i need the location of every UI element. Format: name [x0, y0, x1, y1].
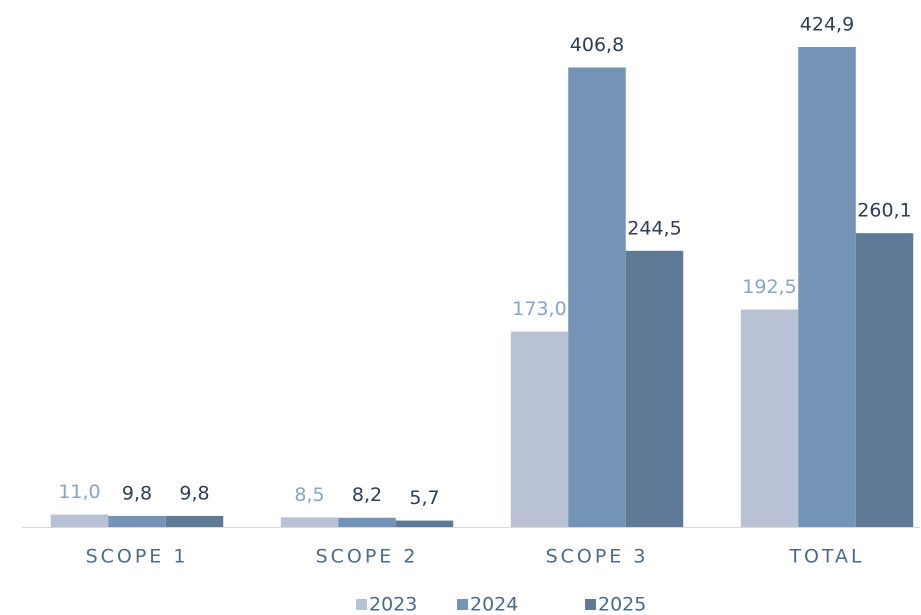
- legend-label: 2023: [369, 594, 417, 615]
- value-label: 8,2: [352, 484, 382, 506]
- value-label: 5,7: [409, 487, 439, 509]
- legend-swatch: [585, 599, 596, 610]
- value-label: 192,5: [742, 276, 796, 298]
- value-label: 9,8: [179, 482, 209, 504]
- x-tick-label: SCOPE 1: [86, 546, 189, 568]
- legend-swatch: [356, 599, 367, 610]
- value-label: 406,8: [570, 34, 624, 56]
- legend-swatch: [457, 599, 468, 610]
- bar: [280, 517, 339, 527]
- legend-label: 2024: [470, 594, 518, 615]
- value-label: 8,5: [294, 484, 324, 506]
- bar: [855, 233, 914, 527]
- value-label: 9,8: [122, 482, 152, 504]
- bar: [740, 309, 799, 527]
- x-tick-label: SCOPE 2: [316, 546, 419, 568]
- x-tick-label: SCOPE 3: [546, 546, 649, 568]
- bar: [568, 67, 626, 527]
- bar: [50, 514, 109, 527]
- value-label: 244,5: [627, 217, 681, 239]
- bar: [108, 515, 166, 527]
- value-label: 11,0: [58, 481, 100, 503]
- bar: [338, 517, 396, 527]
- value-label: 424,9: [800, 14, 854, 36]
- bar: [165, 515, 224, 527]
- bar: [625, 250, 684, 528]
- bar: [395, 520, 454, 527]
- value-label: 260,1: [857, 200, 911, 222]
- bar: [798, 47, 856, 527]
- bar: [510, 331, 569, 527]
- legend-label: 2025: [598, 594, 646, 615]
- x-tick-label: TOTAL: [788, 546, 864, 568]
- value-label: 173,0: [512, 298, 566, 320]
